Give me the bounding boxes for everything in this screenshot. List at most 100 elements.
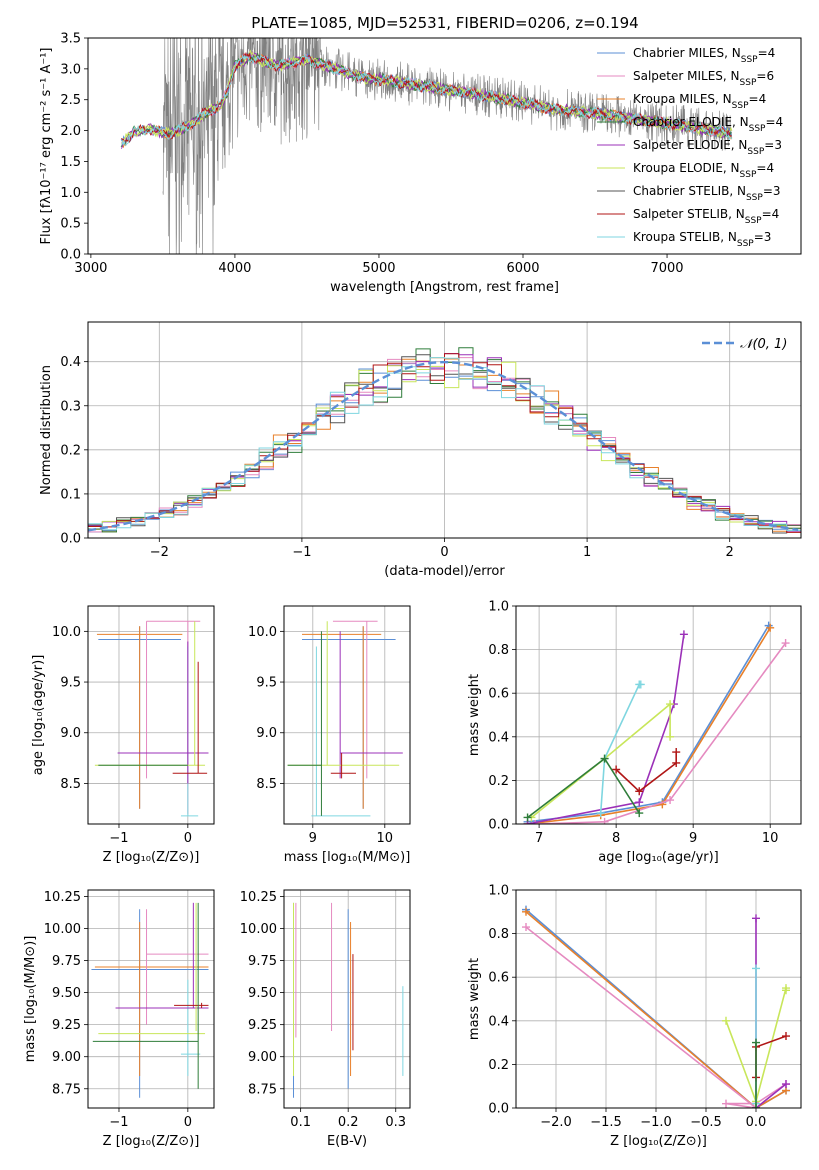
panel-mass_vs_z: −1 0 8.75 9.00 9.25 9.50 9.75 10.00 10.25 Z [log₁…	[23, 889, 215, 1149]
x-axis-label: mass [log₁₀(M/M⊙)]	[284, 850, 411, 865]
series-marker	[600, 817, 609, 824]
y-axis-label: mass [log₁₀(M/M⊙)]	[23, 936, 38, 1063]
axes-frame	[283, 605, 411, 825]
plot-area	[287, 620, 403, 817]
plot-area	[120, 38, 733, 254]
y-tick-label: 2.0	[60, 124, 81, 139]
plot-area	[523, 621, 790, 824]
histogram-kroupa_stelib	[88, 357, 801, 531]
y-tick-label: 9.0	[60, 726, 81, 741]
series-marker	[666, 700, 675, 709]
y-tick-label: 0.6	[488, 687, 509, 702]
x-tick-label: 0	[440, 545, 448, 560]
series-line	[755, 918, 787, 1108]
axes-frame	[515, 889, 802, 1109]
spectrum-legend: Chabrier MILES, NSSP=4 Salpeter MILES, NS…	[597, 46, 783, 249]
panel-spectrum: 3000 4000 5000 6000 7000 0.0 0.5 1.0 1.5 2.0 2.5 3.…	[39, 32, 802, 295]
series-marker	[722, 1099, 730, 1108]
series-line	[535, 642, 787, 824]
x-tick-label: 7	[535, 831, 543, 846]
series-line	[530, 702, 671, 819]
y-tick-label: 10.0	[52, 625, 81, 640]
y-tick-label: 2.5	[60, 93, 81, 108]
x-tick-label: 3000	[74, 261, 107, 276]
x-tick-label: 4000	[218, 261, 251, 276]
panel-weight_vs_age: 7 8 9 10 0.0 0.2 0.4 0.6 0.8 1.0 age [log₁₀(age/yr…	[467, 600, 802, 865]
y-tick-label: 1.5	[60, 155, 81, 170]
y-tick-label: 3.0	[60, 62, 81, 77]
y-tick-label: 0.6	[488, 971, 509, 986]
x-tick-label: −0.5	[690, 1115, 722, 1130]
series-marker	[782, 1080, 790, 1089]
y-tick-label: 9.0	[256, 726, 277, 741]
legend-label-salpeter_miles: Salpeter MILES, NSSP=6	[633, 69, 774, 88]
y-tick-label: 0.0	[60, 532, 81, 547]
plot-area	[293, 902, 404, 1098]
y-tick-label: 9.00	[248, 1050, 277, 1065]
x-tick-label: 1	[583, 545, 591, 560]
series-line	[525, 911, 787, 1108]
panel-weight_vs_z: −2.0 −1.5 −1.0 −0.5 0.0 0.0 0.2 0.4 0.6 0.8 1.0 Z […	[467, 884, 802, 1149]
x-tick-label: −2.0	[540, 1115, 572, 1130]
y-tick-label: 10.00	[44, 922, 81, 937]
y-tick-label: 0.1	[60, 487, 81, 502]
series-marker	[679, 630, 688, 639]
panels: 3000 4000 5000 6000 70000.00.51.01.52.02.53.…	[23, 32, 802, 1149]
series-marker	[781, 639, 790, 648]
histogram-salpeter_stelib	[88, 353, 801, 533]
plot-area	[522, 905, 790, 1108]
series-marker	[635, 809, 644, 818]
x-axis-label: E(B-V)	[327, 1134, 367, 1149]
axes-frame	[87, 605, 215, 825]
y-tick-label: 10.0	[248, 625, 277, 640]
x-tick-label: 0.2	[338, 1115, 359, 1130]
series-line	[527, 627, 771, 824]
series-line	[527, 634, 685, 824]
series-marker	[523, 813, 532, 822]
y-axis-label: Flux [fλ10⁻¹⁷ erg cm⁻² s⁻¹ A⁻¹]	[39, 48, 54, 245]
series-marker	[752, 964, 760, 973]
series-marker	[612, 765, 621, 774]
series-marker	[596, 809, 605, 818]
y-tick-label: 9.25	[52, 1018, 81, 1033]
x-tick-label: −1	[109, 1115, 128, 1130]
series-marker	[635, 798, 644, 807]
y-tick-label: 0.2	[60, 443, 81, 458]
gaussian-curve	[88, 360, 799, 532]
model-spectrum-kroupa_elodie	[121, 49, 733, 145]
panel-age_vs_mass: 9 10 8.5 9.0 9.5 10.0 mass [log₁₀(M/M⊙)]	[248, 605, 411, 865]
y-tick-label: 9.00	[52, 1050, 81, 1065]
series-marker	[531, 820, 540, 824]
series-line	[615, 752, 677, 793]
axes-frame	[87, 37, 802, 255]
legend-label-chabrier_stelib: Chabrier STELIB, NSSP=3	[633, 184, 781, 203]
legend-label-kroupa_stelib: Kroupa STELIB, NSSP=3	[633, 230, 771, 249]
y-tick-label: 0.4	[488, 1014, 509, 1029]
x-tick-label: 10	[762, 831, 779, 846]
y-tick-label: 9.25	[248, 1018, 277, 1033]
axes-frame	[87, 889, 215, 1109]
y-tick-label: 3.5	[60, 32, 81, 47]
series-marker	[522, 907, 530, 916]
y-axis-label: Normed distribution	[39, 365, 54, 495]
x-tick-label: 2	[726, 545, 734, 560]
x-axis-label: Z [log₁₀(Z/Z⊙)]	[103, 1134, 200, 1149]
model-spectrum-salpeter_stelib	[121, 51, 732, 144]
y-tick-label: 8.75	[52, 1082, 81, 1097]
x-axis-label: wavelength [Angstrom, rest frame]	[330, 280, 559, 295]
y-tick-label: 8.5	[256, 777, 277, 792]
x-tick-label: 0.0	[746, 1115, 767, 1130]
series-marker	[752, 914, 760, 923]
series-marker	[600, 754, 609, 763]
x-tick-label: −1.0	[640, 1115, 672, 1130]
y-tick-label: 0.4	[60, 355, 81, 370]
x-tick-label: 0.1	[290, 1115, 311, 1130]
y-tick-label: 8.75	[248, 1082, 277, 1097]
panel-residual_hist: −2 −1 0 1 2 0.0 0.1 0.2 0.3 0.4 (data-model)/error…	[39, 321, 802, 579]
model-spectrum-kroupa_stelib	[121, 54, 733, 146]
y-tick-label: 9.75	[248, 954, 277, 969]
y-tick-label: 9.50	[248, 986, 277, 1001]
series-line	[755, 1035, 787, 1078]
y-tick-label: 10.25	[240, 890, 277, 905]
